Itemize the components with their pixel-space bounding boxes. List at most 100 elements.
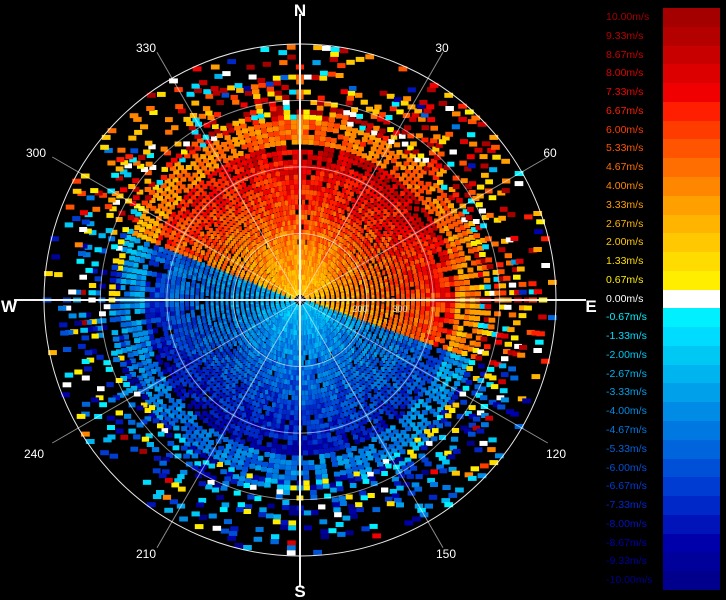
velocity-cell: [286, 450, 292, 456]
velocity-cell: [439, 240, 445, 246]
velocity-cell: [304, 525, 312, 531]
velocity-cell: [303, 124, 309, 130]
velocity-cell: [355, 364, 359, 370]
velocity-cell: [442, 344, 449, 350]
velocity-cell: [377, 178, 383, 184]
velocity-cell: [246, 403, 251, 409]
velocity-cell: [338, 397, 343, 403]
velocity-cell: [401, 153, 408, 159]
velocity-cell: [263, 405, 267, 410]
velocity-cell: [327, 71, 336, 77]
velocity-cell: [323, 177, 328, 183]
velocity-cell: [425, 204, 431, 210]
velocity-cell: [401, 293, 405, 299]
velocity-cell: [345, 200, 350, 206]
velocity-cell: [410, 187, 417, 193]
velocity-cell: [343, 204, 347, 210]
velocity-cell: [302, 159, 308, 165]
velocity-cell: [404, 316, 409, 322]
velocity-cell: [315, 474, 322, 480]
velocity-cell: [327, 437, 333, 443]
velocity-cell: [135, 343, 142, 349]
velocity-cell: [228, 380, 233, 386]
velocity-cell: [347, 376, 351, 382]
velocity-cell: [238, 374, 242, 380]
velocity-cell: [323, 448, 330, 454]
velocity-cell: [363, 341, 367, 347]
velocity-cell: [367, 243, 371, 249]
velocity-cell: [146, 442, 154, 447]
velocity-cell: [364, 212, 369, 218]
velocity-cell: [319, 176, 324, 182]
velocity-cell: [480, 163, 489, 169]
velocity-cell: [290, 475, 297, 481]
velocity-cell: [329, 248, 333, 254]
velocity-cell: [326, 162, 332, 168]
velocity-cell: [300, 365, 304, 371]
velocity-cell: [218, 457, 226, 463]
velocity-cell: [131, 364, 139, 370]
velocity-cell: [414, 335, 420, 341]
velocity-cell: [179, 377, 184, 383]
velocity-cell: [141, 373, 148, 379]
velocity-cell: [354, 476, 362, 482]
velocity-cell: [204, 360, 209, 366]
velocity-cell: [379, 242, 383, 248]
velocity-cell: [212, 406, 218, 412]
velocity-cell: [316, 368, 320, 374]
velocity-cell: [250, 427, 256, 433]
velocity-cell: [427, 477, 435, 483]
velocity-cell: [280, 454, 287, 460]
velocity-cell: [303, 480, 310, 486]
velocity-cell: [303, 109, 310, 115]
velocity-cell: [315, 419, 320, 425]
velocity-cell: [188, 418, 194, 424]
velocity-cell: [468, 163, 476, 169]
velocity-cell: [445, 292, 451, 298]
velocity-cell: [398, 338, 403, 343]
velocity-cell: [198, 369, 203, 375]
velocity-cell: [259, 393, 264, 398]
velocity-cell: [74, 369, 83, 375]
velocity-cell: [454, 213, 461, 219]
velocity-cell: [248, 431, 254, 437]
velocity-cell: [122, 367, 129, 373]
velocity-cell: [356, 237, 360, 243]
velocity-cell: [326, 342, 330, 348]
velocity-cell: [230, 526, 239, 532]
velocity-cell: [259, 507, 267, 513]
velocity-cell: [128, 402, 136, 408]
velocity-cell: [329, 482, 336, 488]
velocity-cell: [427, 162, 434, 168]
velocity-cell: [380, 388, 385, 394]
velocity-cell: [357, 232, 361, 238]
velocity-cell: [421, 417, 428, 423]
velocity-cell: [288, 369, 292, 375]
velocity-cell: [334, 446, 340, 451]
velocity-cell: [361, 358, 365, 364]
velocity-cell: [328, 390, 332, 396]
velocity-cell: [393, 165, 399, 171]
velocity-cell: [360, 141, 366, 147]
velocity-cell: [480, 463, 489, 469]
velocity-cell: [228, 467, 235, 473]
velocity-cell: [194, 524, 204, 530]
velocity-cell: [351, 128, 359, 134]
velocity-cell: [237, 460, 244, 466]
velocity-cell: [425, 397, 432, 403]
velocity-cell: [238, 476, 246, 482]
velocity-cell: [487, 324, 495, 330]
velocity-cell: [404, 258, 409, 264]
velocity-cell: [211, 370, 216, 376]
velocity-cell: [284, 364, 288, 369]
velocity-cell: [209, 367, 213, 373]
velocity-cell: [160, 420, 168, 425]
velocity-cell: [378, 320, 382, 326]
velocity-cell: [194, 461, 202, 467]
velocity-cell: [322, 239, 326, 245]
velocity-cell: [290, 410, 294, 416]
velocity-cell: [279, 403, 284, 409]
velocity-cell: [321, 468, 328, 474]
velocity-cell: [317, 362, 321, 368]
velocity-cell: [127, 379, 135, 385]
